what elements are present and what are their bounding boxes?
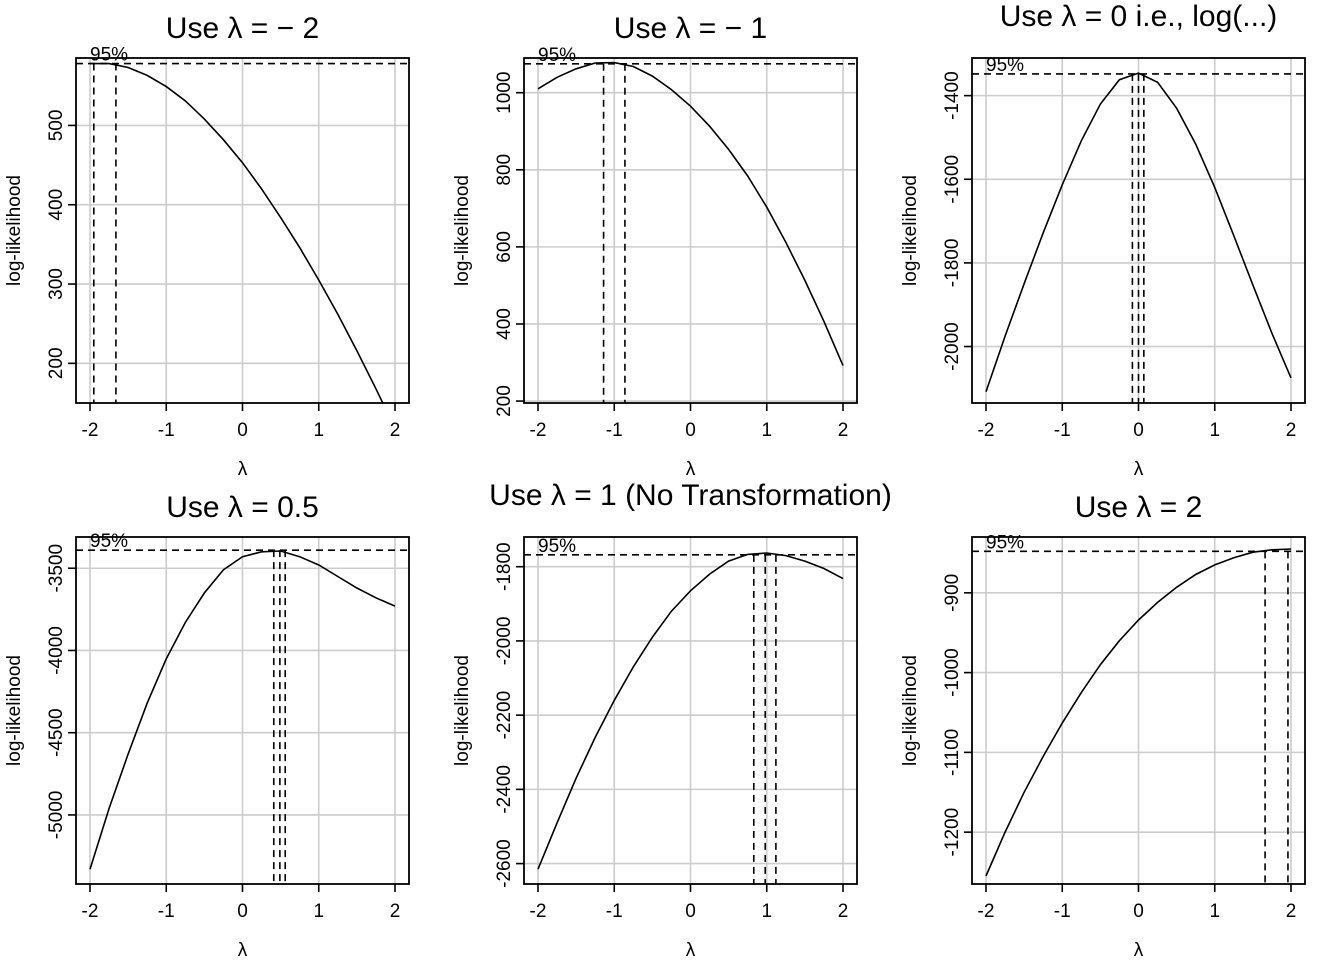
x-tick-label: 0 [685, 901, 696, 922]
x-axis-label: λ [686, 459, 696, 480]
x-tick-label: -1 [606, 901, 623, 922]
x-tick-label: -2 [82, 901, 99, 922]
y-axis-label: log-likelihood [452, 655, 473, 766]
y-tick-label: 500 [46, 110, 67, 142]
x-tick-label: 0 [1133, 901, 1144, 922]
x-tick-label: 2 [838, 901, 849, 922]
panel-title: Use λ = 0 i.e., log(...) [1000, 0, 1278, 33]
likelihood-curve [90, 62, 384, 403]
y-tick-label: -2400 [494, 765, 515, 814]
x-axis-label: λ [1134, 459, 1144, 480]
ci-label: 95% [986, 55, 1024, 76]
likelihood-curve [985, 72, 1292, 392]
x-tick-label: 0 [237, 420, 248, 441]
y-axis-label: log-likelihood [4, 175, 25, 286]
y-tick-label: -5000 [46, 791, 67, 840]
x-tick-label: -2 [978, 901, 995, 922]
y-tick-label: -1200 [942, 808, 963, 857]
x-tick-label: 2 [838, 420, 849, 441]
ci-label: 95% [90, 531, 128, 552]
panel-title: Use λ = 1 (No Transformation) [489, 479, 892, 512]
panel-3: 95% -2 -1 0 1 2 -2000 -1800 -1600 -1400 λ log-likel… [900, 0, 1306, 480]
y-tick-label: 800 [494, 154, 515, 186]
y-axis-label: log-likelihood [900, 175, 921, 286]
y-tick-label: 1000 [494, 72, 515, 114]
y-tick-label: 400 [46, 189, 67, 221]
x-tick-label: 1 [313, 420, 324, 441]
panel-title: Use λ = 2 [1075, 491, 1203, 524]
x-tick-label: -1 [1054, 420, 1071, 441]
panel-2: 95% -2 -1 0 1 2 200 400 600 800 1000 λ log-likelihoo… [452, 12, 858, 480]
y-tick-label: 300 [46, 268, 67, 300]
x-tick-label: -1 [158, 420, 175, 441]
likelihood-curve [985, 548, 1292, 877]
likelihood-curve [537, 61, 844, 366]
x-axis-label: λ [238, 459, 248, 480]
likelihood-curve [537, 552, 844, 870]
x-tick-label: -1 [606, 420, 623, 441]
x-tick-label: 2 [390, 901, 401, 922]
y-axis-label: log-likelihood [900, 655, 921, 766]
x-tick-label: 0 [237, 901, 248, 922]
x-axis-label: λ [686, 940, 696, 960]
x-tick-label: -2 [82, 420, 99, 441]
panel-title: Use λ = − 2 [166, 12, 319, 45]
panel-4: 95% -2 -1 0 1 2 -5000 -4500 -4000 -3500 λ log-likel… [4, 491, 410, 960]
ci-label: 95% [90, 45, 128, 66]
x-tick-label: 2 [1286, 901, 1297, 922]
y-tick-label: -900 [942, 574, 963, 612]
y-tick-label: -2600 [494, 839, 515, 888]
y-tick-label: -2000 [942, 322, 963, 371]
y-tick-label: 400 [494, 308, 515, 340]
x-tick-label: -2 [530, 420, 547, 441]
y-tick-label: -4500 [46, 708, 67, 757]
x-tick-label: -1 [1054, 901, 1071, 922]
y-tick-label: -1000 [942, 648, 963, 697]
y-tick-label: -1600 [942, 155, 963, 204]
y-tick-label: 600 [494, 231, 515, 263]
x-tick-label: 0 [1133, 420, 1144, 441]
y-tick-label: -1400 [942, 71, 963, 120]
x-tick-label: 1 [761, 420, 772, 441]
panel-title: Use λ = 0.5 [166, 491, 319, 524]
x-tick-label: -1 [158, 901, 175, 922]
y-tick-label: -2200 [494, 691, 515, 740]
y-tick-label: -1100 [942, 729, 963, 776]
panel-1: 95% -2 -1 0 1 2 200 300 400 500 λ log-likelihood Use… [4, 12, 410, 480]
y-tick-label: -1800 [494, 542, 515, 591]
panel-6: 95% -2 -1 0 1 2 -1200 -1100 -1000 -900 λ log-likeli… [900, 491, 1306, 960]
x-tick-label: 1 [1209, 420, 1220, 441]
panel-title: Use λ = − 1 [614, 12, 767, 45]
y-tick-label: -1800 [942, 239, 963, 288]
y-tick-label: 200 [494, 385, 515, 417]
panel-5: 95% -2 -1 0 1 2 -2600 -2400 -2200 -2000 -1800 λ log-… [452, 479, 892, 960]
y-axis-label: log-likelihood [4, 655, 25, 766]
x-tick-label: 2 [390, 420, 401, 441]
x-axis-label: λ [238, 940, 248, 960]
y-tick-label: -4000 [46, 626, 67, 675]
x-tick-label: 2 [1286, 420, 1297, 441]
y-tick-label: -2000 [494, 617, 515, 666]
y-tick-label: 200 [46, 347, 67, 379]
x-tick-label: 0 [685, 420, 696, 441]
x-tick-label: 1 [1209, 901, 1220, 922]
y-axis-label: log-likelihood [452, 175, 473, 286]
y-tick-label: -3500 [46, 544, 67, 593]
x-tick-label: -2 [978, 420, 995, 441]
x-tick-label: 1 [313, 901, 324, 922]
x-tick-label: -2 [530, 901, 547, 922]
x-tick-label: 1 [761, 901, 772, 922]
ci-label: 95% [986, 532, 1024, 553]
ci-label: 95% [538, 45, 576, 66]
likelihood-curve [89, 550, 396, 870]
ci-label: 95% [538, 536, 576, 557]
x-axis-label: λ [1134, 940, 1144, 960]
